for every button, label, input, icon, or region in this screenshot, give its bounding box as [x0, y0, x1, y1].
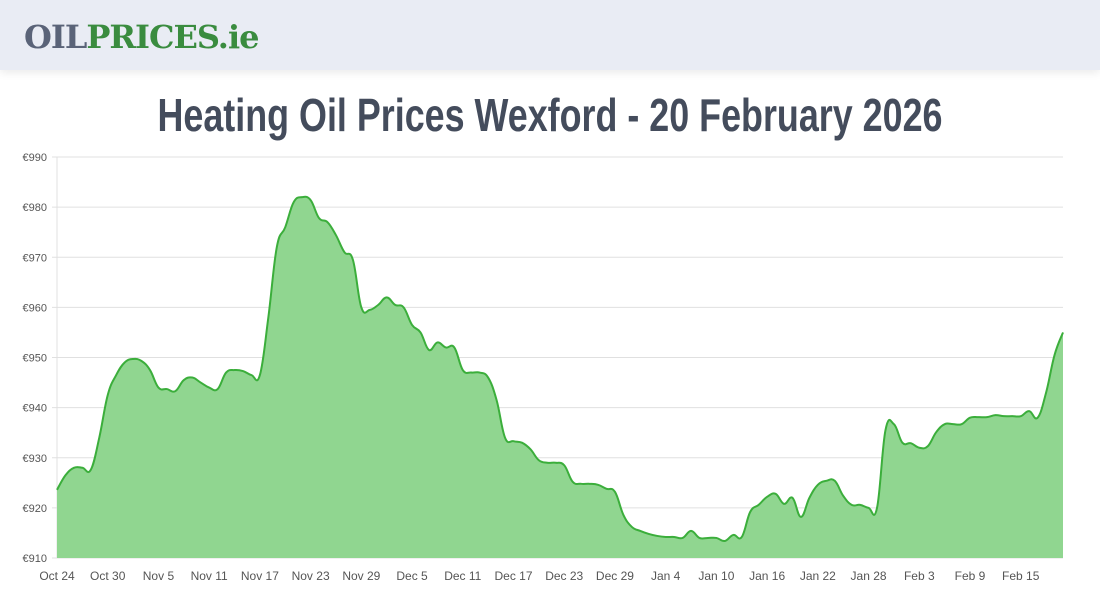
x-tick-label: Jan 16 [749, 569, 785, 583]
x-tick-label: Nov 11 [191, 569, 228, 583]
y-tick-label: €940 [23, 403, 47, 415]
x-axis: Oct 24 Oct 30 Nov 5 Nov 11 Nov 17 Nov 23 Nov 2… [39, 569, 1039, 583]
x-tick-label: Jan 4 [651, 569, 681, 583]
price-area-fill [57, 196, 1063, 558]
y-tick-label: €960 [23, 302, 47, 314]
area-chart-svg: €910 €920 €930 €940 €950 €960 €970 €980 €990 Oct… [23, 152, 1064, 583]
price-chart: €910 €920 €930 €940 €950 €960 €970 €980 €990 Oct… [0, 145, 1100, 600]
x-tick-label: Dec 23 [545, 569, 583, 583]
x-tick-label: Oct 24 [39, 569, 75, 583]
y-tick-label: €920 [23, 503, 47, 515]
y-tick-label: €930 [23, 453, 47, 465]
x-tick-label: Nov 5 [143, 569, 175, 583]
x-tick-label: Dec 29 [596, 569, 634, 583]
y-tick-label: €910 [23, 553, 47, 565]
x-tick-label: Dec 11 [444, 569, 481, 583]
x-tick-label: Jan 10 [698, 569, 734, 583]
x-tick-label: Nov 23 [292, 569, 330, 583]
x-tick-label: Dec 17 [494, 569, 532, 583]
y-axis: €910 €920 €930 €940 €950 €960 €970 €980 €990 [23, 152, 47, 565]
x-tick-label: Jan 28 [851, 569, 887, 583]
x-tick-label: Nov 29 [342, 569, 380, 583]
price-line[interactable] [56, 195, 1064, 543]
page-title: Heating Oil Prices Wexford - 20 February… [157, 89, 943, 141]
y-tick-label: €950 [23, 353, 47, 365]
x-tick-label: Feb 3 [904, 569, 935, 583]
y-tick-label: €970 [23, 252, 47, 264]
logo-oil-text: OIL [24, 18, 87, 56]
site-header: OILPRICES.ie [0, 0, 1100, 70]
x-tick-label: Jan 22 [800, 569, 836, 583]
y-tick-label: €980 [23, 202, 47, 214]
x-tick-label: Oct 30 [90, 569, 126, 583]
x-tick-label: Dec 5 [396, 569, 428, 583]
site-logo[interactable]: OILPRICES.ie [24, 17, 259, 57]
y-tick-label: €990 [23, 152, 47, 164]
x-tick-label: Feb 9 [955, 569, 986, 583]
logo-prices-text: PRICES.ie [86, 18, 259, 56]
x-tick-label: Feb 15 [1002, 569, 1040, 583]
x-tick-label: Nov 17 [241, 569, 279, 583]
